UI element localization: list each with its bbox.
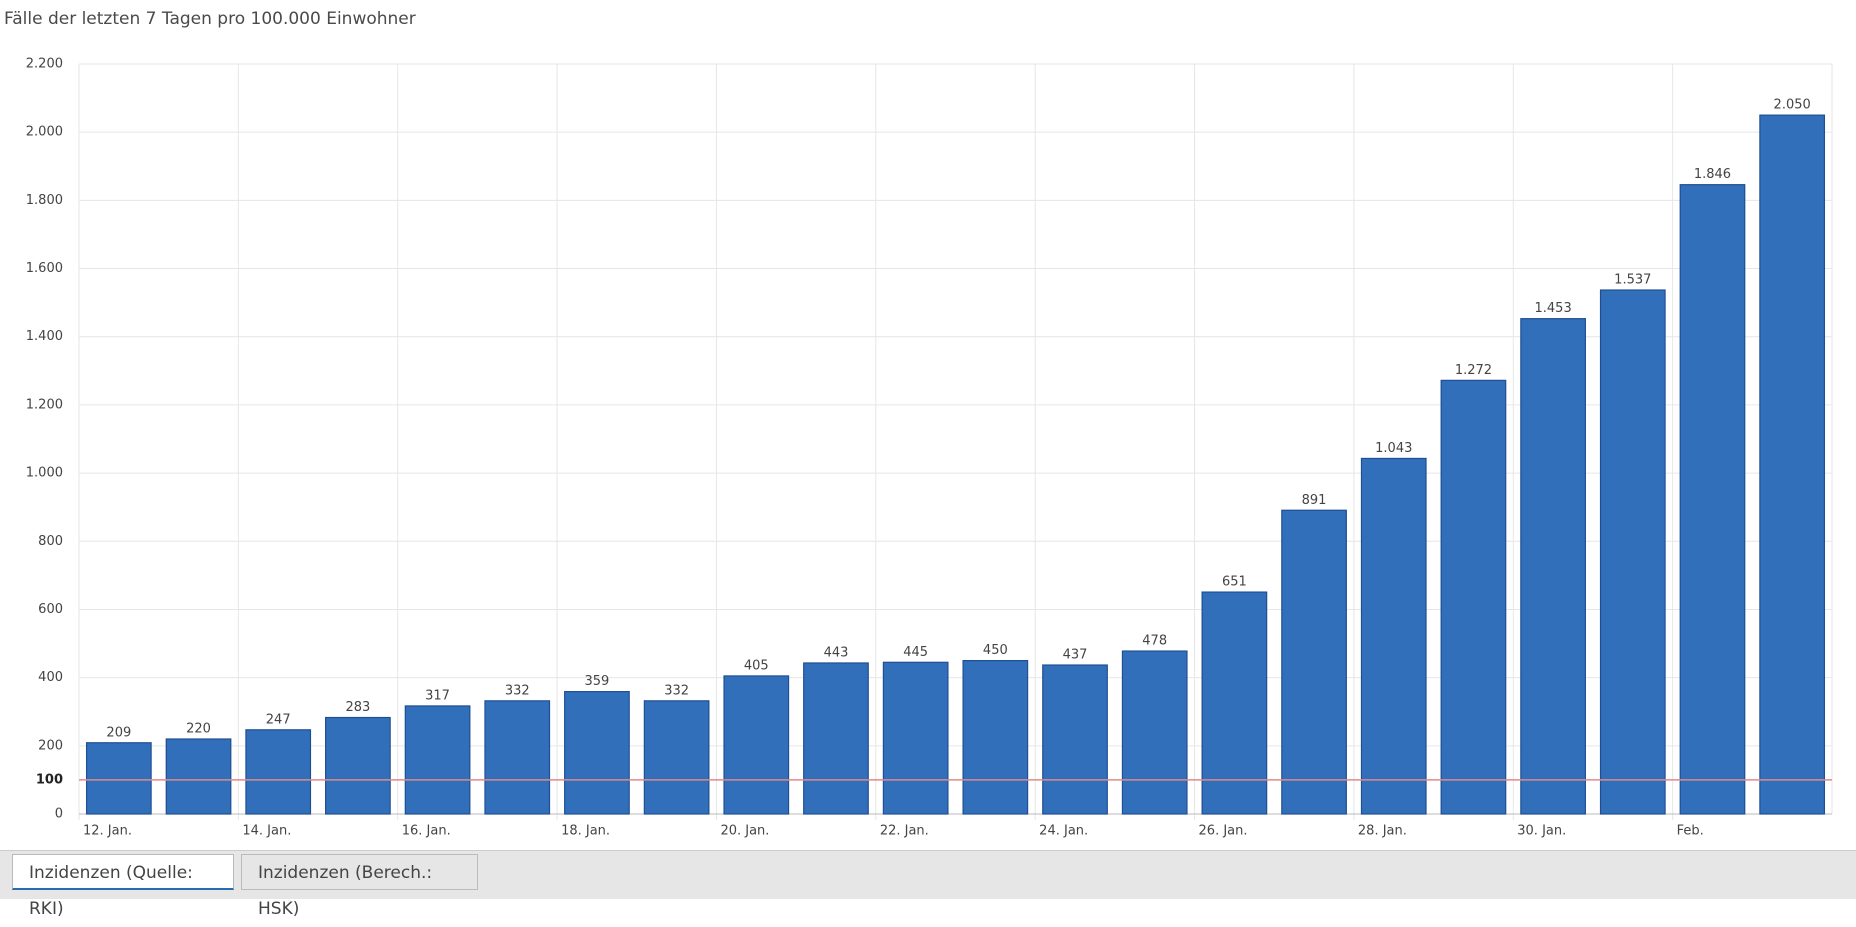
bar	[962, 659, 1029, 815]
data-label: 209	[106, 725, 131, 740]
bar	[1121, 650, 1188, 815]
data-label: 443	[824, 645, 849, 660]
bar	[404, 705, 471, 815]
bar	[882, 661, 949, 815]
bar	[564, 691, 630, 815]
y-tick-label: 600	[38, 602, 63, 617]
bar	[1599, 289, 1666, 815]
y-tick-label: 1.000	[26, 466, 63, 481]
data-label: 2.050	[1774, 98, 1811, 113]
data-label: 1.272	[1455, 363, 1492, 378]
data-label: 1.453	[1535, 301, 1572, 316]
x-tick-label: 30. Jan.	[1517, 824, 1566, 839]
tab[interactable]: Inzidenzen (Quelle: RKI)	[12, 854, 234, 919]
chart-title: Fälle der letzten 7 Tagen pro 100.000 Ei…	[4, 9, 416, 29]
bar	[1201, 591, 1268, 815]
x-tick-label: 18. Jan.	[561, 824, 610, 839]
y-tick-label: 800	[38, 534, 63, 549]
y-tick-label: 2.000	[26, 125, 63, 140]
x-tick-label: 14. Jan.	[242, 824, 291, 839]
tab[interactable]: Inzidenzen (Berech.: HSK)	[241, 854, 478, 919]
data-label: 359	[585, 674, 610, 689]
x-tick-label: 16. Jan.	[402, 824, 451, 839]
data-label: 332	[505, 683, 530, 698]
bar	[165, 738, 232, 815]
data-label: 317	[425, 688, 450, 703]
y-tick-label: 2.200	[26, 57, 63, 72]
x-tick-label: 26. Jan.	[1199, 824, 1248, 839]
bar	[1360, 457, 1427, 815]
bar	[484, 700, 551, 815]
page: Fälle der letzten 7 Tagen pro 100.000 Ei…	[0, 9, 1856, 919]
x-tick-label: 12. Jan.	[83, 824, 132, 839]
data-label: 891	[1302, 493, 1327, 508]
bar	[245, 729, 312, 815]
y-tick-label: 400	[38, 670, 63, 685]
tab-bar: Inzidenzen (Quelle: RKI) Inzidenzen (Ber…	[0, 850, 1856, 919]
x-tick-label: Feb.	[1677, 824, 1704, 839]
chart: Fälle der letzten 7 Tagen pro 100.000 Ei…	[4, 9, 1833, 839]
x-tick-label: 28. Jan.	[1358, 824, 1407, 839]
bar	[723, 675, 790, 815]
bar	[643, 700, 710, 815]
data-label: 437	[1063, 648, 1088, 663]
y-tick-label: 0	[55, 807, 63, 822]
y-tick-label: 1.400	[26, 329, 63, 344]
data-label: 1.043	[1375, 441, 1412, 456]
bar	[1679, 184, 1746, 815]
data-label: 332	[664, 683, 689, 698]
data-label: 283	[345, 700, 370, 715]
y-tick-label: 200	[38, 738, 63, 753]
x-tick-label: 22. Jan.	[880, 824, 929, 839]
data-label: 1.537	[1614, 273, 1651, 288]
data-label: 450	[983, 643, 1008, 658]
bar	[325, 716, 391, 815]
y-tick-label: 1.200	[26, 397, 63, 412]
data-label: 220	[186, 722, 211, 737]
data-label: 651	[1222, 575, 1247, 590]
bar	[1759, 114, 1826, 815]
bar	[1281, 509, 1347, 815]
data-label: 478	[1142, 634, 1167, 649]
x-tick-label: 24. Jan.	[1039, 824, 1088, 839]
data-label: 405	[744, 658, 769, 673]
y-tick-label: 1.800	[26, 193, 63, 208]
data-label: 1.846	[1694, 167, 1731, 182]
bar	[1042, 664, 1108, 815]
data-label: 445	[903, 645, 928, 660]
bar	[803, 662, 869, 815]
x-tick-label: 20. Jan.	[720, 824, 769, 839]
bar	[1520, 318, 1586, 815]
reference-label: 100	[36, 772, 63, 787]
bar	[85, 742, 152, 815]
data-label: 247	[266, 712, 291, 727]
bar	[1440, 379, 1507, 815]
y-tick-label: 1.600	[26, 261, 63, 276]
